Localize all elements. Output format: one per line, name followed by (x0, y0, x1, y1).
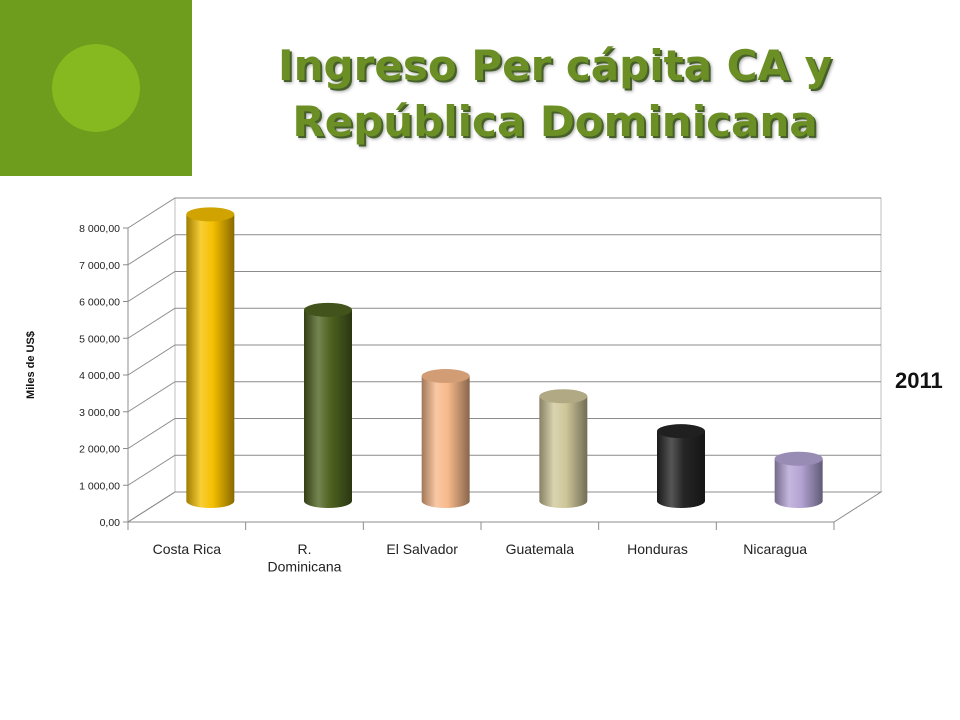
gridline-1 (127, 454, 881, 486)
bar-top (304, 302, 352, 317)
y-tick-label: 3 000,00 (79, 407, 120, 419)
gridline-8 (127, 197, 881, 229)
title-line-1: Ingreso Per cápita CA y (278, 41, 832, 90)
bar-top (421, 369, 470, 384)
y-tick-label: 1 000,00 (79, 480, 120, 492)
year-label: 2011 (895, 368, 943, 393)
x-tick-label: R. Dominicana (268, 541, 342, 575)
bar-body (539, 396, 588, 509)
gridline-2 (127, 418, 881, 449)
bar (539, 389, 588, 509)
bar-top (657, 424, 705, 439)
bar-body (186, 214, 235, 509)
y-axis-title: Miles de US$ (25, 331, 37, 399)
gridline-3 (127, 381, 881, 413)
bar-body (774, 458, 823, 509)
bar (304, 302, 352, 508)
bar-top (186, 207, 235, 222)
y-tick-label: 4 000,00 (79, 370, 120, 382)
slide-title: Ingreso Per cápita CA y República Domini… (230, 38, 880, 150)
bar (186, 207, 235, 509)
gridline-4 (127, 344, 881, 376)
y-tick-label: 8 000,00 (79, 223, 120, 235)
gridline-0 (127, 491, 881, 523)
y-tick-label: 5 000,00 (79, 333, 120, 345)
x-tick-label: Honduras (627, 541, 688, 557)
bar (657, 424, 705, 508)
bar-body (421, 376, 470, 509)
gridline-6 (127, 271, 881, 302)
y-tick-label: 7 000,00 (79, 260, 120, 272)
x-tick-label: Nicaragua (743, 541, 807, 557)
bar-top (539, 389, 588, 404)
bar-top (774, 451, 823, 466)
y-tick-label: 0,00 (100, 517, 121, 529)
x-tick-label: Costa Rica (153, 541, 222, 557)
bar-body (304, 309, 352, 508)
chart-floor (126, 491, 883, 523)
title-line-2: República Dominicana (292, 97, 818, 146)
gridline-5 (127, 307, 881, 339)
x-tick-label: El Salvador (386, 541, 458, 557)
bar (421, 369, 470, 509)
bar (774, 451, 823, 509)
x-tick-label: Guatemala (506, 541, 575, 557)
y-tick-label: 6 000,00 (79, 297, 120, 309)
bar-body (657, 431, 705, 508)
y-tick-label: 2 000,00 (79, 444, 120, 456)
gridline-7 (127, 234, 881, 266)
decorative-circle (52, 44, 140, 132)
